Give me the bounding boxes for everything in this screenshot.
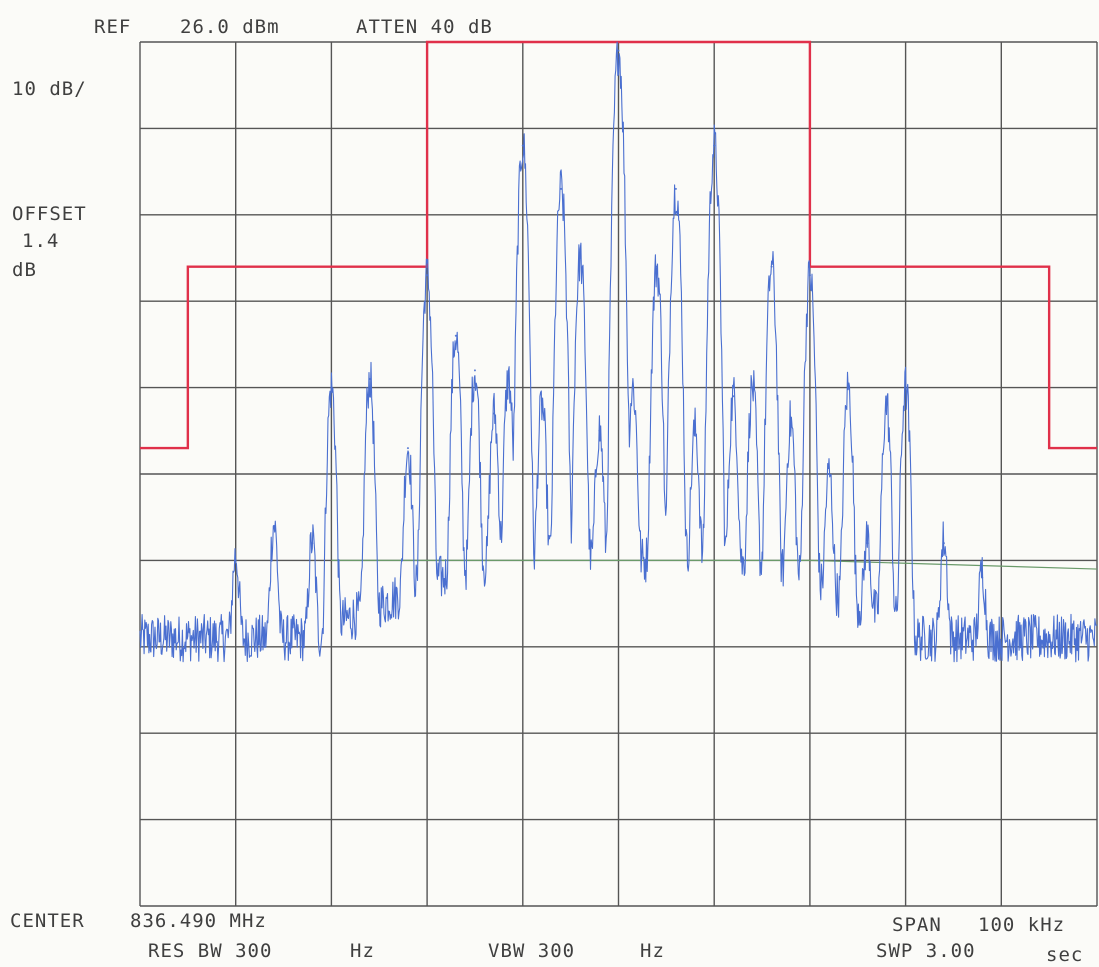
spectrum-peak xyxy=(847,386,850,389)
spectrum-peak xyxy=(751,386,754,389)
spectrum-peak xyxy=(454,334,457,337)
video-bandwidth: VBW 300 xyxy=(488,940,576,962)
reference-line-group xyxy=(331,559,1098,570)
graticule xyxy=(139,41,1098,907)
offset-unit: dB xyxy=(12,259,37,281)
attenuation-label: ATTEN 40 dB xyxy=(356,16,493,38)
spectrum-peak xyxy=(473,369,476,372)
spectrum-peak xyxy=(540,403,543,406)
offset-value: 1.4 xyxy=(22,230,60,252)
offset-label: OFFSET xyxy=(12,203,87,225)
ref-label: REF xyxy=(94,16,132,38)
spectrum-peak xyxy=(521,144,524,147)
spectrum-peak xyxy=(866,542,869,545)
spectrum-peak xyxy=(493,412,496,415)
sweep-time: SWP 3.00 xyxy=(876,940,976,962)
spectrum-peak xyxy=(631,386,634,389)
spectrum-peak xyxy=(885,403,888,406)
spectrum-peak xyxy=(368,377,371,380)
spectrum-peak xyxy=(560,187,563,190)
limit-mask-group xyxy=(140,40,1097,450)
spectrum-trace-group xyxy=(139,41,1098,663)
center-frequency: 836.490 MHz xyxy=(130,910,267,932)
span-label: SPAN xyxy=(892,914,942,936)
spectrum-peak xyxy=(579,257,582,259)
spectrum-peak xyxy=(507,377,510,380)
limit-mask-line xyxy=(140,40,1097,450)
scale-per-division: 10 dB/ xyxy=(12,78,87,100)
spectrum-peak xyxy=(713,144,716,147)
span-value: 100 kHz xyxy=(978,914,1066,936)
spectrum-peak xyxy=(330,386,333,389)
spectrum-peak xyxy=(808,274,811,277)
spectrum-peak xyxy=(942,542,945,545)
spectrum-peak xyxy=(981,576,984,579)
spectrum-peak xyxy=(598,429,601,432)
spectrum-peak xyxy=(406,447,409,450)
reference-line xyxy=(331,559,1098,570)
center-label: CENTER xyxy=(10,910,85,932)
resolution-bandwidth: RES BW 300 xyxy=(148,940,273,962)
res-bw-unit: Hz xyxy=(350,940,375,962)
spectrum-peak xyxy=(674,187,677,190)
spectrum-peak xyxy=(272,524,275,527)
spectrum-peak xyxy=(904,386,907,389)
ref-level-value: 26.0 dBm xyxy=(180,16,280,38)
spectrum-peak xyxy=(770,265,773,268)
spectrum-peak xyxy=(617,49,620,52)
spectrum-peak xyxy=(426,274,429,277)
spectrum-peak xyxy=(732,395,735,398)
spectrum-peak xyxy=(311,542,314,545)
vbw-unit: Hz xyxy=(640,940,665,962)
sweep-unit: sec xyxy=(1046,944,1084,966)
spectrum-trace xyxy=(139,41,1098,663)
spectrum-peak xyxy=(694,429,697,432)
spectrum-peak xyxy=(789,421,792,424)
spectrum-peak xyxy=(234,559,237,562)
spectrum-peak xyxy=(828,473,831,475)
spectrum-peak xyxy=(655,265,658,268)
